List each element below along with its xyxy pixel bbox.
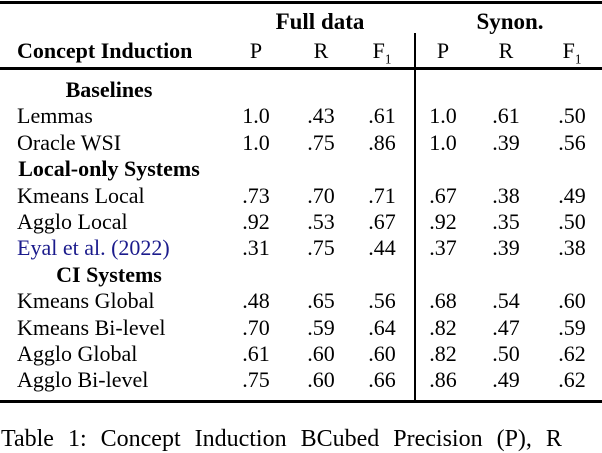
metric-value: .92 bbox=[429, 208, 457, 234]
row-label: Lemmas bbox=[17, 103, 93, 129]
table-row: Agglo Local .92 .53 .67 .92 .35 .50 bbox=[0, 209, 602, 235]
header-rule bbox=[0, 67, 602, 70]
metric-value: .54 bbox=[492, 288, 520, 314]
metric-value: .61 bbox=[242, 340, 270, 366]
metric-value: .62 bbox=[558, 367, 586, 393]
metric-value: .70 bbox=[242, 314, 270, 340]
group-header-full-data: Full data bbox=[275, 9, 365, 34]
section-title: Baselines bbox=[65, 77, 153, 102]
metric-value: .31 bbox=[242, 235, 270, 261]
table-body: Baselines Lemmas 1.0.43.61 1.0.61.50 Oracle … bbox=[0, 77, 602, 394]
metric-value: .53 bbox=[307, 208, 335, 234]
col-header-concept-induction: Concept Induction bbox=[17, 38, 193, 63]
metric-value: .61 bbox=[368, 103, 396, 129]
table-row: Eyal et al. (2022) .31 .75 .44 .37 .39 .38 bbox=[0, 235, 602, 261]
metric-value: .67 bbox=[368, 208, 396, 234]
metric-value: .43 bbox=[307, 103, 335, 129]
metric-value: .66 bbox=[368, 367, 396, 393]
table-row: Agglo Bi-level .75 .60 .66 .86 .49 .62 bbox=[0, 367, 602, 393]
metric-value: .60 bbox=[307, 367, 335, 393]
metric-value: .68 bbox=[429, 288, 457, 314]
row-label: Agglo Bi-level bbox=[17, 367, 149, 393]
metric-value: .60 bbox=[307, 340, 335, 366]
metric-value: .86 bbox=[429, 367, 457, 393]
metric-value: .56 bbox=[558, 129, 586, 155]
metric-value: .64 bbox=[368, 314, 396, 340]
metric-value: .59 bbox=[307, 314, 335, 340]
metric-value: .60 bbox=[558, 288, 586, 314]
metric-value: .75 bbox=[307, 129, 335, 155]
row-label: Kmeans Global bbox=[17, 288, 155, 314]
row-label: Kmeans Local bbox=[17, 182, 145, 208]
table-row: Kmeans Global .48 .65 .56 .68 .54 .60 bbox=[0, 288, 602, 314]
col-header-f1-synon: F1 bbox=[562, 38, 582, 67]
table-caption: Table 1: Concept Induction BCubed Precisi… bbox=[1, 426, 562, 453]
column-header-row: Concept Induction P R F1 P R F1 bbox=[0, 36, 602, 66]
section-header-row: Local-only Systems bbox=[0, 156, 602, 182]
metric-value: .65 bbox=[307, 288, 335, 314]
col-header-f1-full: F1 bbox=[372, 38, 392, 67]
col-header-recall-full: R bbox=[313, 38, 329, 63]
metric-value: .49 bbox=[558, 182, 586, 208]
metric-value: 1.0 bbox=[242, 129, 270, 155]
metric-value: .49 bbox=[492, 367, 520, 393]
metric-value: .75 bbox=[307, 235, 335, 261]
row-label: Eyal et al. (2022) bbox=[0, 235, 218, 261]
metric-value: .50 bbox=[558, 103, 586, 129]
metric-value: .39 bbox=[492, 235, 520, 261]
section-header-row: Baselines bbox=[0, 77, 602, 103]
metric-value: .47 bbox=[492, 314, 520, 340]
metric-value: .86 bbox=[368, 129, 396, 155]
metric-value: .56 bbox=[368, 288, 396, 314]
col-header-precision-full: P bbox=[249, 38, 263, 63]
metric-value: .60 bbox=[368, 340, 396, 366]
metric-value: .82 bbox=[429, 314, 457, 340]
metric-value: .35 bbox=[492, 208, 520, 234]
metric-value: .39 bbox=[492, 129, 520, 155]
metric-value: .62 bbox=[558, 340, 586, 366]
citation-link[interactable]: Eyal et al. (2022) bbox=[17, 235, 170, 261]
col-header-precision-synon: P bbox=[436, 38, 450, 63]
top-rule bbox=[0, 1, 602, 4]
table-row: Oracle WSI 1.0 .75 .86 1.0 .39 .56 bbox=[0, 130, 602, 156]
metric-value: .73 bbox=[242, 182, 270, 208]
row-label: Oracle WSI bbox=[17, 129, 122, 155]
col-header-recall-synon: R bbox=[498, 38, 514, 63]
metric-value: .59 bbox=[558, 314, 586, 340]
table-row: Lemmas 1.0 .43 .61 1.0 .61 .50 bbox=[0, 103, 602, 129]
bottom-rule bbox=[0, 400, 602, 403]
metric-value: .92 bbox=[242, 208, 270, 234]
metric-value: 1.0 bbox=[429, 129, 457, 155]
caption-label: Table 1: bbox=[1, 426, 87, 452]
row-label: Agglo Local bbox=[17, 208, 128, 234]
metric-value: .50 bbox=[558, 208, 586, 234]
metric-value: 1.0 bbox=[429, 103, 457, 129]
caption-text: Concept Induction BCubed Precision (P), … bbox=[100, 426, 562, 452]
metric-value: .71 bbox=[368, 182, 396, 208]
row-label: Kmeans Bi-level bbox=[17, 314, 166, 340]
metric-value: .61 bbox=[492, 103, 520, 129]
row-label: Agglo Global bbox=[17, 340, 138, 366]
metric-value: 1.0 bbox=[242, 103, 270, 129]
metric-value: .44 bbox=[368, 235, 396, 261]
table-row: Kmeans Bi-level .70 .59 .64 .82 .47 .59 bbox=[0, 315, 602, 341]
metric-value: .67 bbox=[429, 182, 457, 208]
metric-value: .75 bbox=[242, 367, 270, 393]
metric-value: .37 bbox=[429, 235, 457, 261]
column-divider bbox=[414, 33, 416, 400]
metric-value: .82 bbox=[429, 340, 457, 366]
table-row: Kmeans Local .73 .70 .71 .67 .38 .49 bbox=[0, 183, 602, 209]
metric-value: .70 bbox=[307, 182, 335, 208]
table-row: Agglo Global .61 .60 .60 .82 .50 .62 bbox=[0, 341, 602, 367]
group-header-synon: Synon. bbox=[476, 9, 544, 34]
metric-value: .50 bbox=[492, 340, 520, 366]
section-header-row: CI Systems bbox=[0, 262, 602, 288]
metric-value: .38 bbox=[558, 235, 586, 261]
section-title: Local-only Systems bbox=[18, 156, 200, 182]
section-title: CI Systems bbox=[56, 261, 162, 287]
metric-value: .48 bbox=[242, 288, 270, 314]
metric-value: .38 bbox=[492, 182, 520, 208]
